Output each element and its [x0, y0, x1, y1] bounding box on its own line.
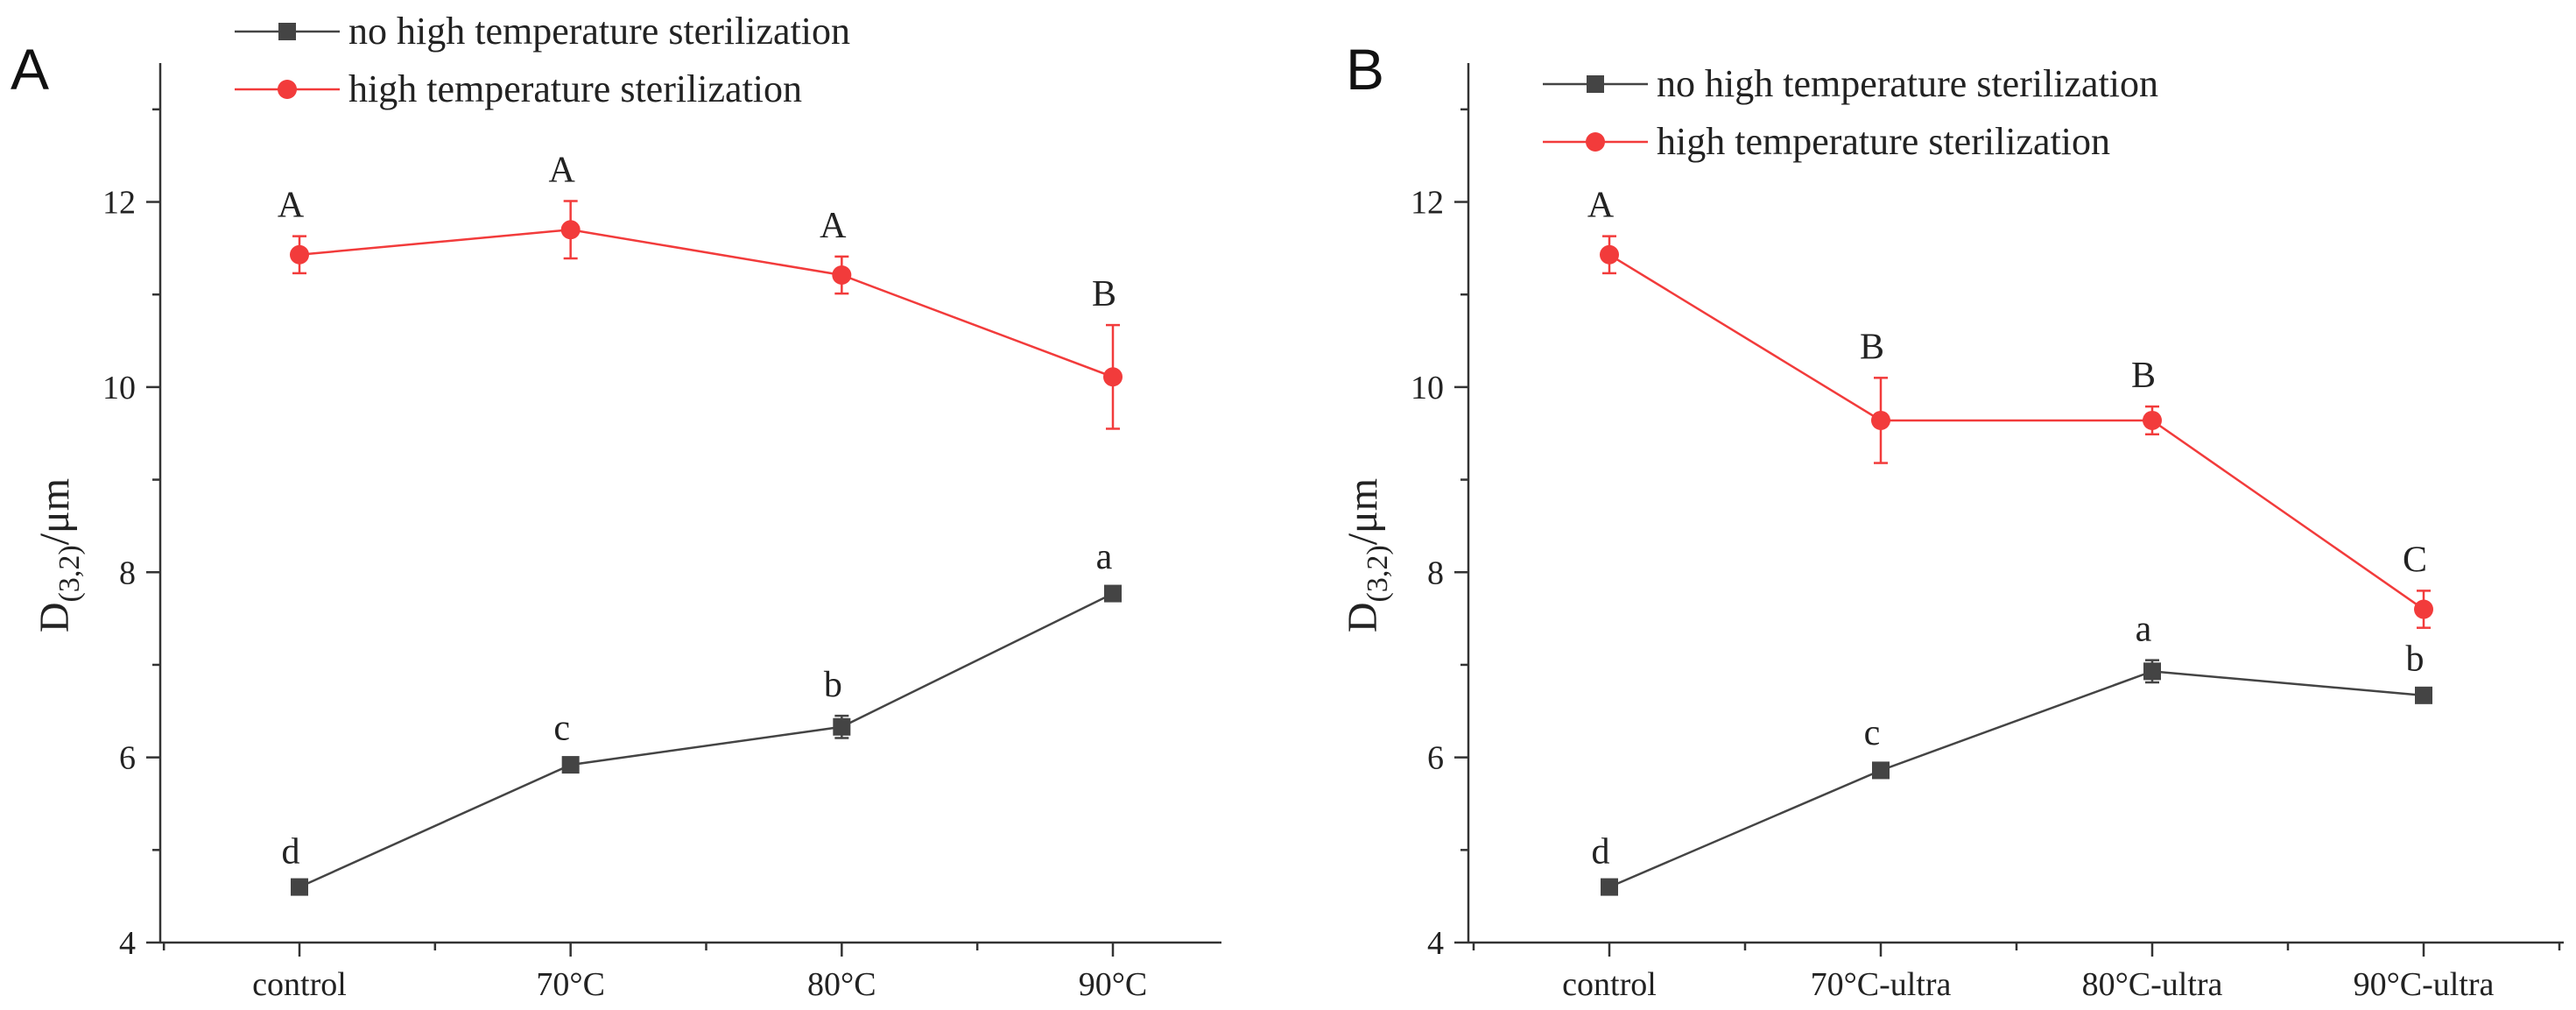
series-sterilization: A A A B: [278, 150, 1123, 430]
panel-letter: B: [1346, 37, 1384, 102]
data-point: [832, 265, 852, 286]
y-axis-title: D(3,2)/μm: [1340, 478, 1394, 632]
significance-label: d: [282, 831, 300, 872]
series-no-sterilization: d c b a: [282, 537, 1122, 896]
significance-label: A: [1587, 186, 1615, 226]
significance-label: b: [2406, 639, 2425, 679]
legend-entry: high temperature sterilization: [235, 67, 802, 110]
data-point: [1601, 878, 1618, 896]
data-point: [1104, 584, 1122, 603]
legend-label: high temperature sterilization: [1657, 120, 2110, 163]
legend-marker: [278, 23, 296, 40]
x-tick-label: control: [252, 966, 347, 1003]
y-tick-label: 8: [119, 554, 136, 591]
significance-label: C: [2403, 540, 2427, 580]
legend-marker: [1587, 75, 1604, 93]
y-axis-title-subscript: (3,2): [53, 545, 86, 602]
x-tick-label: 80°C: [807, 966, 876, 1003]
y-tick-label: 4: [119, 925, 136, 962]
legend-marker: [278, 80, 297, 99]
series-no-sterilization: d c a b: [1592, 610, 2432, 896]
y-tick-label: 12: [102, 185, 136, 222]
series-line: [299, 592, 1114, 888]
significance-label: B: [1860, 327, 1884, 367]
y-axis-title-main: D: [32, 602, 78, 632]
significance-label: c: [553, 709, 570, 749]
significance-label: A: [278, 186, 305, 226]
chart-panel-a: A 4 6 8 10 12 control 70°C 80°C 90°C D(3,2)/μm d c b a…: [11, 10, 1221, 1003]
y-axis-title-main: D: [1340, 602, 1386, 632]
data-point: [1600, 244, 1619, 265]
x-tick-label: 80°C-ultra: [2082, 966, 2223, 1003]
x-tick-label: 90°C-ultra: [2354, 966, 2495, 1003]
y-tick-label: 10: [1411, 370, 1444, 406]
significance-label: B: [2131, 356, 2156, 396]
data-point: [2414, 599, 2433, 619]
legend-label: no high temperature sterilization: [1657, 62, 2158, 105]
significance-label: a: [1096, 537, 1113, 577]
y-tick-label: 6: [1427, 740, 1444, 777]
data-point: [561, 756, 580, 774]
data-point: [1872, 761, 1890, 780]
series-line: [299, 228, 1114, 378]
legend-entry: high temperature sterilization: [1543, 120, 2110, 163]
y-tick-label: 8: [1427, 554, 1444, 591]
legend-label: no high temperature sterilization: [348, 10, 850, 53]
legend-label: high temperature sterilization: [348, 67, 802, 110]
y-axis-title-subscript: (3,2): [1362, 545, 1394, 602]
data-point: [1103, 367, 1123, 387]
y-axis-title-unit: /μm: [32, 478, 78, 545]
significance-label: A: [820, 206, 847, 246]
series-sterilization: A B B C: [1587, 186, 2433, 629]
data-point: [560, 220, 581, 240]
y-tick-label: 12: [1411, 185, 1444, 222]
y-axis-title-unit: /μm: [1340, 478, 1386, 545]
y-axis-title: D(3,2)/μm: [32, 478, 86, 632]
data-point: [2415, 686, 2432, 704]
data-point: [2143, 662, 2161, 681]
significance-label: A: [548, 150, 575, 190]
significance-label: b: [824, 665, 842, 705]
x-tick-label: 70°C-ultra: [1811, 966, 1952, 1003]
significance-label: a: [2136, 610, 2152, 650]
significance-label: B: [1092, 274, 1116, 314]
x-tick-label: 90°C: [1079, 966, 1148, 1003]
y-tick-label: 6: [119, 740, 136, 777]
data-point: [833, 717, 851, 736]
significance-label: c: [1864, 713, 1881, 753]
data-point: [291, 878, 308, 896]
data-point: [290, 244, 309, 265]
series-line: [1608, 253, 2425, 611]
data-point: [2143, 410, 2162, 430]
significance-label: d: [1592, 831, 1610, 872]
series-line: [1608, 670, 2425, 888]
legend-entry: no high temperature sterilization: [1543, 62, 2158, 105]
legend-entry: no high temperature sterilization: [235, 10, 850, 53]
y-tick-label: 4: [1427, 925, 1444, 962]
y-tick-label: 10: [102, 370, 136, 406]
x-tick-label: control: [1562, 966, 1657, 1003]
panel-letter: A: [11, 37, 49, 102]
data-point: [1871, 410, 1890, 430]
chart-panel-b: B 4 6 8 10 12 control 70°C-ultra 80°C-ultra 90°C-…: [1340, 37, 2564, 1003]
x-tick-label: 70°C: [536, 966, 605, 1003]
legend-marker: [1586, 132, 1605, 152]
